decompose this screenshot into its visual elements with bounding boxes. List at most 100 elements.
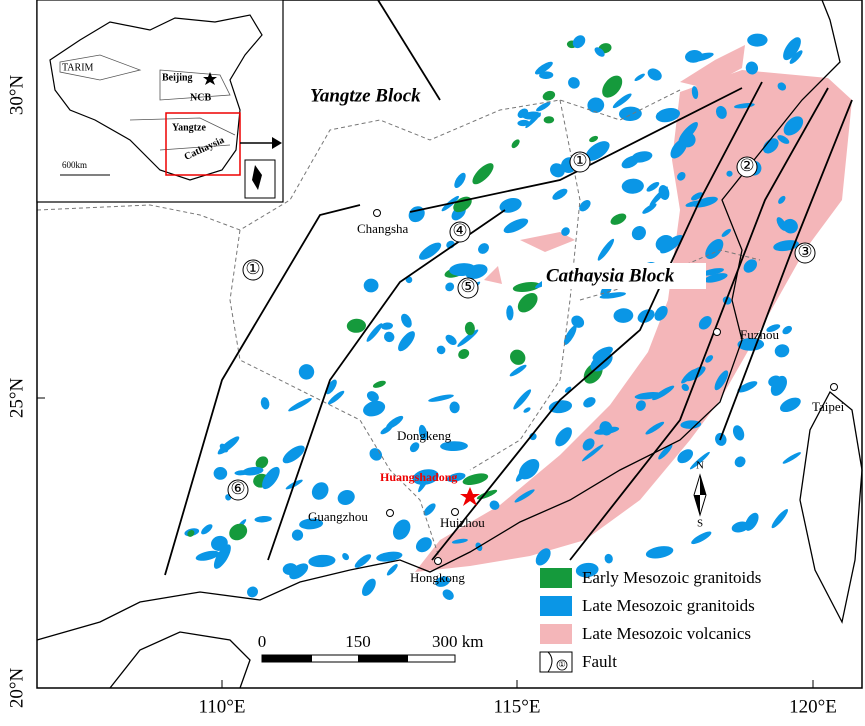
coastlines (36, 0, 863, 689)
late-granitoid (457, 329, 479, 347)
late-granitoid (201, 524, 213, 535)
late-granitoid (726, 170, 733, 177)
late-granitoid (572, 35, 586, 49)
lat-label: 30°N (6, 75, 27, 116)
early-granitoid (462, 473, 489, 485)
late-granitoid (685, 50, 703, 63)
late-granitoid (523, 407, 531, 413)
fault-line (719, 99, 853, 441)
fault-number-circle (242, 259, 264, 281)
early-granitoid (458, 349, 470, 359)
late-granitoid (445, 334, 457, 346)
late-granitoid (362, 578, 376, 596)
fault-number-backs (227, 151, 816, 501)
legend-label: Late Mesozoic granitoids (582, 596, 755, 615)
late-granitoid (408, 206, 425, 223)
late-granitoid (254, 515, 272, 523)
late-granitoid (621, 155, 640, 169)
late-granitoid (621, 178, 644, 194)
inset-label: TARIM (62, 62, 94, 73)
late-granitoid (489, 500, 500, 510)
city-label: Hongkong (410, 570, 465, 585)
inset-label: Yangtze (172, 122, 206, 133)
inset-label: NCB (190, 92, 211, 103)
fault-number: ⑥ (230, 479, 245, 498)
late-granitoid (381, 322, 393, 330)
scale-bar-segment (262, 655, 312, 662)
deposit-label: Huangshadong (380, 470, 457, 484)
late-granitoid (782, 452, 801, 464)
fault-line (377, 0, 441, 101)
scale-label: 0 (258, 632, 267, 651)
late-granitoid (299, 518, 324, 530)
late-granitoid (701, 268, 724, 276)
lon-label: 115°E (494, 696, 541, 717)
legend: ① Early Mesozoic granitoids Late Mesozoi… (539, 568, 761, 673)
late-granitoid (642, 203, 657, 214)
late-granitoid (590, 352, 613, 372)
late-granitoid (575, 562, 599, 578)
late-granitoid (732, 425, 745, 441)
late-granitoid (478, 243, 489, 254)
late-granitoid (213, 466, 228, 480)
late-granitoid (517, 119, 530, 127)
hainan (109, 631, 251, 689)
city-label: Huizhou (440, 515, 485, 530)
late-granitoid (645, 546, 674, 559)
late-granitoid (715, 105, 727, 119)
early-granitoid (472, 163, 494, 185)
fault-number-circle (449, 221, 471, 243)
late-granitoid (743, 259, 758, 273)
late-granitoid (734, 456, 746, 468)
inset-scale-label: 600km (62, 160, 87, 170)
early-granitoid (187, 529, 195, 537)
granitoid-layer (184, 33, 804, 601)
late-granitoid (604, 553, 613, 564)
boundary (229, 229, 441, 561)
inset-china (49, 14, 263, 181)
fault-number: ④ (452, 221, 467, 240)
late-granitoid (635, 400, 646, 411)
late-granitoid (737, 381, 758, 393)
scale-label: 300 km (432, 632, 483, 651)
late-granitoid (693, 196, 718, 208)
late-granitoid (782, 218, 798, 234)
late-granitoid (579, 200, 591, 212)
late-granitoid (582, 438, 595, 451)
late-granitoid (691, 531, 712, 545)
early-granitoid (511, 139, 520, 149)
late-granitoid (308, 554, 336, 568)
fault-number-circle (794, 242, 816, 264)
late-granitoid (705, 355, 714, 363)
early-granitoid (372, 380, 386, 388)
late-granitoid (705, 238, 724, 260)
late-granitoid (587, 97, 605, 113)
late-granitoid (613, 308, 634, 323)
early-granitoid (255, 456, 269, 469)
faults (164, 0, 853, 576)
block-label: Yangtze Block (310, 85, 421, 106)
city-label: Dongkeng (397, 428, 452, 443)
late-granitoid (503, 218, 529, 234)
late-granitoid (440, 441, 468, 452)
late-granitoid (366, 391, 379, 402)
early-granitoid (610, 213, 627, 225)
late-granitoid (564, 386, 572, 393)
fault-number: ① (572, 151, 587, 170)
late-granitoid (655, 107, 681, 123)
deposit-star (460, 487, 480, 506)
late-granitoid (771, 509, 788, 529)
late-granitoid (454, 172, 466, 188)
late-granitoid (354, 554, 372, 568)
city-marker (451, 508, 459, 516)
late-granitoid (689, 451, 710, 470)
legend-label: Late Mesozoic volcanics (582, 624, 751, 643)
late-granitoid (262, 466, 280, 490)
late-granitoid (597, 238, 615, 261)
late-granitoid (436, 345, 446, 355)
late-granitoid (568, 77, 580, 89)
fault-number-circle (457, 277, 479, 299)
early-granitoid (346, 318, 366, 333)
late-granitoid (647, 68, 662, 81)
